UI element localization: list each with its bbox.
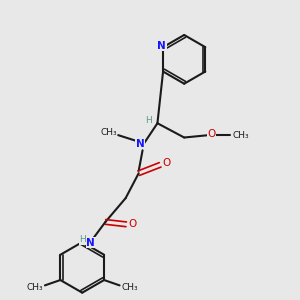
Text: H: H: [145, 116, 152, 125]
Text: CH₃: CH₃: [100, 128, 117, 137]
Text: CH₃: CH₃: [121, 283, 138, 292]
Text: N: N: [157, 41, 166, 51]
Text: CH₃: CH₃: [27, 283, 44, 292]
Text: N: N: [86, 238, 95, 248]
Text: H: H: [79, 235, 86, 244]
Text: O: O: [163, 158, 171, 168]
Text: O: O: [207, 129, 216, 139]
Text: O: O: [129, 219, 137, 229]
Text: N: N: [136, 139, 145, 149]
Text: CH₃: CH₃: [232, 130, 249, 140]
